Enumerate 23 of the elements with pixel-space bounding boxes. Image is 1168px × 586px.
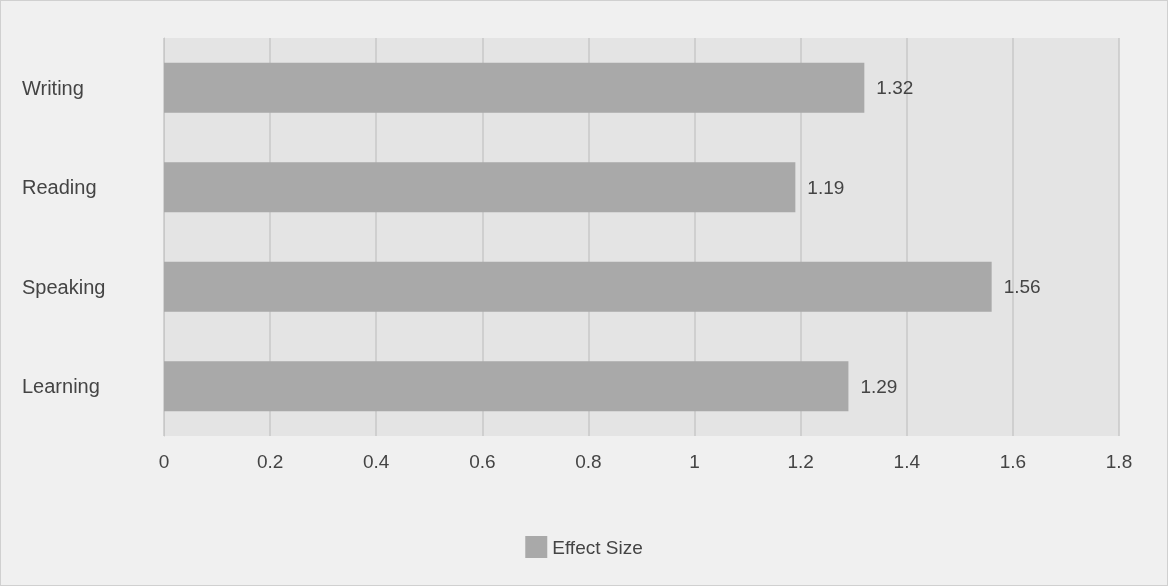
- data-label: 1.32: [876, 77, 914, 99]
- x-tick-label: 1.2: [787, 451, 814, 472]
- bar: [164, 162, 796, 213]
- data-label: 1.56: [1003, 276, 1041, 298]
- y-tick-label: Writing: [22, 76, 84, 99]
- bar: [164, 261, 992, 312]
- bar: [164, 62, 865, 113]
- x-tick-label: 1.8: [1105, 451, 1133, 472]
- x-tick-label: 0.8: [575, 451, 602, 472]
- y-tick-label: Learning: [22, 375, 100, 398]
- x-tick-label: 0.2: [256, 451, 284, 472]
- x-tick-label: 0.4: [363, 451, 390, 472]
- legend-label: Effect Size: [552, 536, 643, 558]
- x-tick-label: 1.4: [893, 451, 921, 472]
- x-tick-label: 1: [689, 451, 700, 472]
- x-tick-label: 0.6: [469, 451, 496, 472]
- data-label: 1.19: [807, 176, 845, 198]
- bar: [164, 361, 849, 412]
- x-tick-label: 1.6: [999, 451, 1027, 472]
- data-label: 1.29: [860, 375, 898, 397]
- x-tick-label: 0: [158, 451, 170, 472]
- y-tick-label: Reading: [22, 176, 97, 199]
- y-tick-label: Speaking: [22, 275, 106, 298]
